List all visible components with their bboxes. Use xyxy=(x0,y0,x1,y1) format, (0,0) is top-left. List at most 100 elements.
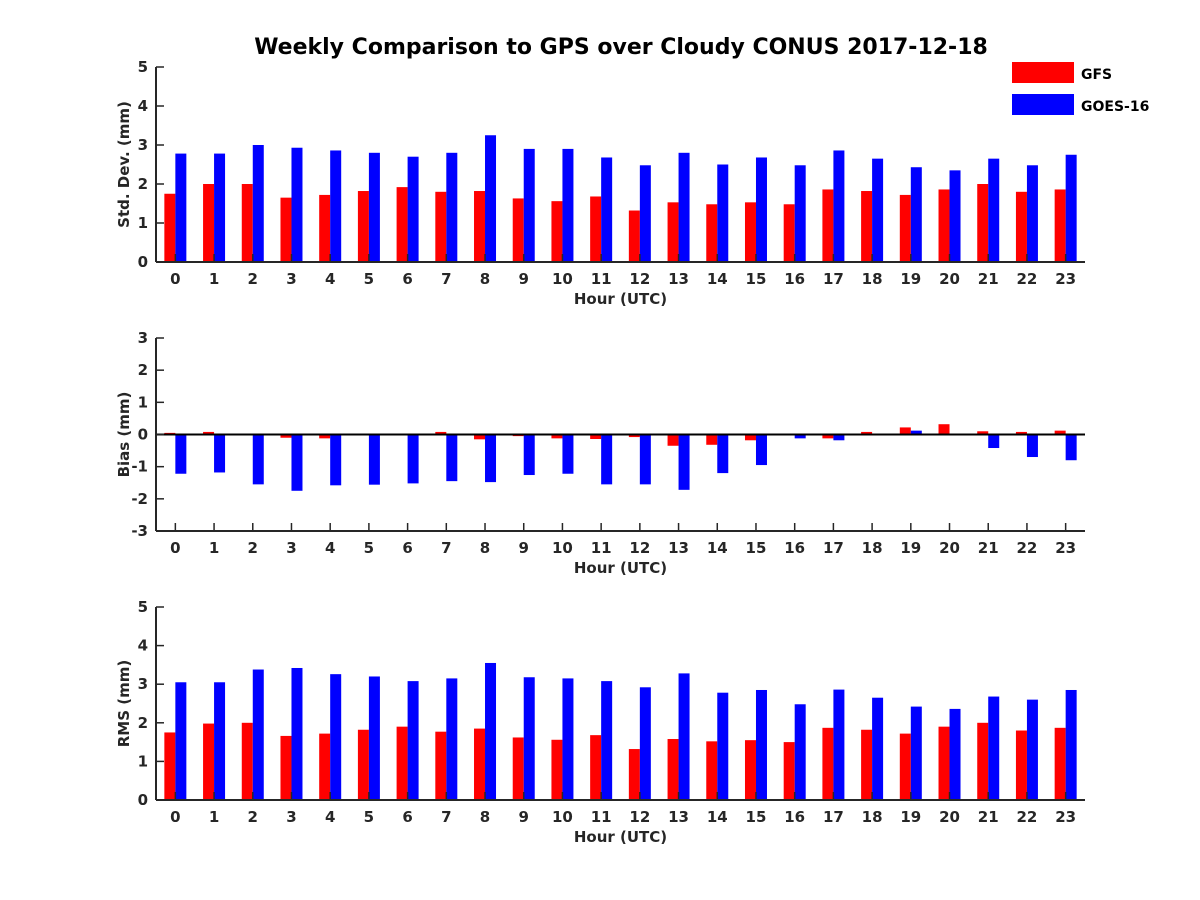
bar-goes16-hour-5 xyxy=(368,676,380,800)
bar-goes16-hour-17 xyxy=(833,150,845,262)
y-tick-label: 3 xyxy=(138,136,148,154)
bar-gfs-hour-15 xyxy=(744,740,756,800)
bar-goes16-hour-0 xyxy=(175,682,187,800)
bar-gfs-hour-1 xyxy=(203,184,215,262)
x-tick-label: 7 xyxy=(441,539,451,557)
x-axis-label: Hour (UTC) xyxy=(574,290,667,308)
bar-gfs-hour-21 xyxy=(977,722,989,800)
bar-goes16-hour-21 xyxy=(988,434,1000,449)
bar-goes16-hour-8 xyxy=(485,135,497,262)
bar-goes16-hour-23 xyxy=(1065,689,1077,800)
x-tick-label: 18 xyxy=(862,539,883,557)
bar-gfs-hour-2 xyxy=(241,184,253,262)
bar-goes16-hour-16 xyxy=(794,165,806,262)
bar-goes16-hour-23 xyxy=(1065,154,1077,262)
bar-gfs-hour-20 xyxy=(938,189,950,262)
x-tick-label: 22 xyxy=(1017,539,1038,557)
bar-gfs-hour-12 xyxy=(628,434,640,438)
bar-goes16-hour-9 xyxy=(523,677,535,800)
x-tick-label: 0 xyxy=(170,270,180,288)
bar-goes16-hour-18 xyxy=(872,158,884,262)
x-tick-label: 19 xyxy=(900,808,921,826)
y-tick-label: 2 xyxy=(138,361,148,379)
legend-label-goes16: GOES-16 xyxy=(1081,99,1149,115)
x-tick-label: 6 xyxy=(402,808,412,826)
x-tick-label: 5 xyxy=(364,270,374,288)
bar-gfs-hour-13 xyxy=(667,202,679,262)
bar-goes16-hour-10 xyxy=(562,678,574,800)
x-tick-label: 20 xyxy=(939,270,960,288)
x-tick-label: 20 xyxy=(939,808,960,826)
bar-gfs-hour-21 xyxy=(977,431,989,435)
x-axis-label: Hour (UTC) xyxy=(574,828,667,846)
bar-gfs-hour-4 xyxy=(319,733,331,800)
bar-gfs-hour-14 xyxy=(706,434,718,445)
bar-gfs-hour-13 xyxy=(667,434,679,446)
bar-gfs-hour-10 xyxy=(551,739,563,800)
bar-goes16-hour-14 xyxy=(717,164,729,262)
bar-gfs-hour-16 xyxy=(783,742,795,800)
y-tick-label: 3 xyxy=(138,329,148,347)
bar-gfs-hour-7 xyxy=(435,431,447,435)
bar-goes16-hour-1 xyxy=(214,153,226,262)
bar-goes16-hour-2 xyxy=(252,669,264,800)
bar-goes16-hour-15 xyxy=(755,434,767,466)
bar-gfs-hour-19 xyxy=(899,194,911,262)
bar-gfs-hour-17 xyxy=(822,727,834,800)
x-tick-label: 9 xyxy=(519,808,529,826)
y-tick-label: 5 xyxy=(138,58,148,76)
x-tick-label: 6 xyxy=(402,539,412,557)
bar-goes16-hour-0 xyxy=(175,153,187,262)
x-tick-label: 6 xyxy=(402,270,412,288)
bar-goes16-hour-7 xyxy=(446,678,458,800)
y-tick-label: 4 xyxy=(138,97,148,115)
bar-goes16-hour-7 xyxy=(446,434,458,482)
y-tick-label: 2 xyxy=(138,175,148,193)
bar-goes16-hour-13 xyxy=(678,434,690,490)
y-tick-label: 1 xyxy=(138,393,148,411)
y-tick-label: 0 xyxy=(138,253,148,271)
bar-goes16-hour-11 xyxy=(601,157,613,262)
y-axis-label: RMS (mm) xyxy=(115,660,133,747)
x-tick-label: 20 xyxy=(939,539,960,557)
bar-gfs-hour-2 xyxy=(241,722,253,800)
bar-gfs-hour-22 xyxy=(1015,431,1027,435)
x-tick-label: 18 xyxy=(862,808,883,826)
x-tick-label: 11 xyxy=(591,808,612,826)
x-tick-label: 17 xyxy=(823,808,844,826)
bar-gfs-hour-1 xyxy=(203,431,215,435)
bar-gfs-hour-11 xyxy=(590,735,602,800)
x-tick-label: 12 xyxy=(629,808,650,826)
bar-gfs-hour-14 xyxy=(706,204,718,262)
x-tick-label: 9 xyxy=(519,270,529,288)
x-tick-label: 13 xyxy=(668,539,689,557)
bar-goes16-hour-15 xyxy=(755,689,767,800)
bar-goes16-hour-0 xyxy=(175,434,187,474)
bar-gfs-hour-7 xyxy=(435,731,447,800)
bar-goes16-hour-3 xyxy=(291,667,303,800)
y-tick-label: 4 xyxy=(138,637,148,655)
bar-gfs-hour-6 xyxy=(396,187,408,262)
x-tick-label: 10 xyxy=(552,539,573,557)
bar-goes16-hour-9 xyxy=(523,148,535,262)
x-tick-label: 22 xyxy=(1017,808,1038,826)
bar-goes16-hour-6 xyxy=(407,681,419,800)
x-tick-label: 5 xyxy=(364,539,374,557)
bar-goes16-hour-11 xyxy=(601,681,613,800)
y-tick-label: 3 xyxy=(138,675,148,693)
x-tick-label: 11 xyxy=(591,539,612,557)
bar-goes16-hour-13 xyxy=(678,673,690,800)
bar-gfs-hour-18 xyxy=(861,191,873,262)
bar-goes16-hour-6 xyxy=(407,156,419,262)
x-tick-label: 2 xyxy=(248,270,258,288)
bar-gfs-hour-10 xyxy=(551,434,563,439)
x-tick-label: 3 xyxy=(286,270,296,288)
y-tick-label: 1 xyxy=(138,214,148,232)
x-tick-label: 14 xyxy=(707,808,728,826)
bar-gfs-hour-5 xyxy=(357,191,369,262)
x-tick-label: 3 xyxy=(286,539,296,557)
legend-swatch-goes16 xyxy=(1012,94,1074,115)
x-tick-label: 14 xyxy=(707,539,728,557)
